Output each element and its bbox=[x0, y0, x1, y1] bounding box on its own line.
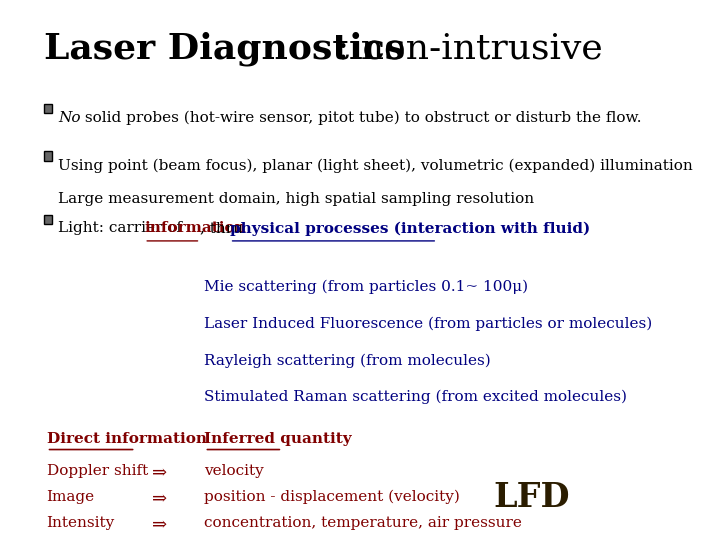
Text: No: No bbox=[58, 111, 81, 125]
Text: Laser Diagnostics: Laser Diagnostics bbox=[44, 32, 405, 66]
Text: concentration, temperature, air pressure: concentration, temperature, air pressure bbox=[204, 516, 523, 530]
Text: ⇒: ⇒ bbox=[152, 464, 167, 482]
Text: position - displacement (velocity): position - displacement (velocity) bbox=[204, 490, 460, 504]
Text: Laser Induced Fluorescence (from particles or molecules): Laser Induced Fluorescence (from particl… bbox=[204, 316, 653, 330]
FancyBboxPatch shape bbox=[44, 214, 52, 224]
FancyBboxPatch shape bbox=[44, 104, 52, 113]
Text: LFD: LFD bbox=[494, 481, 570, 514]
Text: ⇒: ⇒ bbox=[152, 490, 167, 508]
Text: information: information bbox=[144, 221, 246, 235]
Text: Image: Image bbox=[47, 490, 95, 504]
Text: Inferred quantity: Inferred quantity bbox=[204, 432, 352, 446]
Text: Light: carrier of: Light: carrier of bbox=[58, 221, 187, 235]
Text: Stimulated Raman scattering (from excited molecules): Stimulated Raman scattering (from excite… bbox=[204, 390, 628, 404]
Text: velocity: velocity bbox=[204, 464, 264, 478]
Text: physical processes (interaction with fluid): physical processes (interaction with flu… bbox=[230, 221, 590, 236]
Text: Rayleigh scattering (from molecules): Rayleigh scattering (from molecules) bbox=[204, 353, 491, 368]
Text: Using point (beam focus), planar (light sheet), volumetric (expanded) illuminati: Using point (beam focus), planar (light … bbox=[58, 158, 693, 173]
Text: Large measurement domain, high spatial sampling resolution: Large measurement domain, high spatial s… bbox=[58, 192, 534, 206]
Text: Doppler shift: Doppler shift bbox=[47, 464, 148, 478]
Text: ⇒: ⇒ bbox=[152, 516, 167, 535]
Text: : non-intrusive: : non-intrusive bbox=[337, 32, 603, 66]
Text: , thru: , thru bbox=[200, 221, 248, 235]
Text: Intensity: Intensity bbox=[47, 516, 115, 530]
FancyBboxPatch shape bbox=[44, 151, 52, 161]
Text: Direct information: Direct information bbox=[47, 432, 207, 446]
Text: Mie scattering (from particles 0.1~ 100μ): Mie scattering (from particles 0.1~ 100μ… bbox=[204, 279, 528, 294]
Text: solid probes (hot-wire sensor, pitot tube) to obstruct or disturb the flow.: solid probes (hot-wire sensor, pitot tub… bbox=[80, 111, 642, 125]
